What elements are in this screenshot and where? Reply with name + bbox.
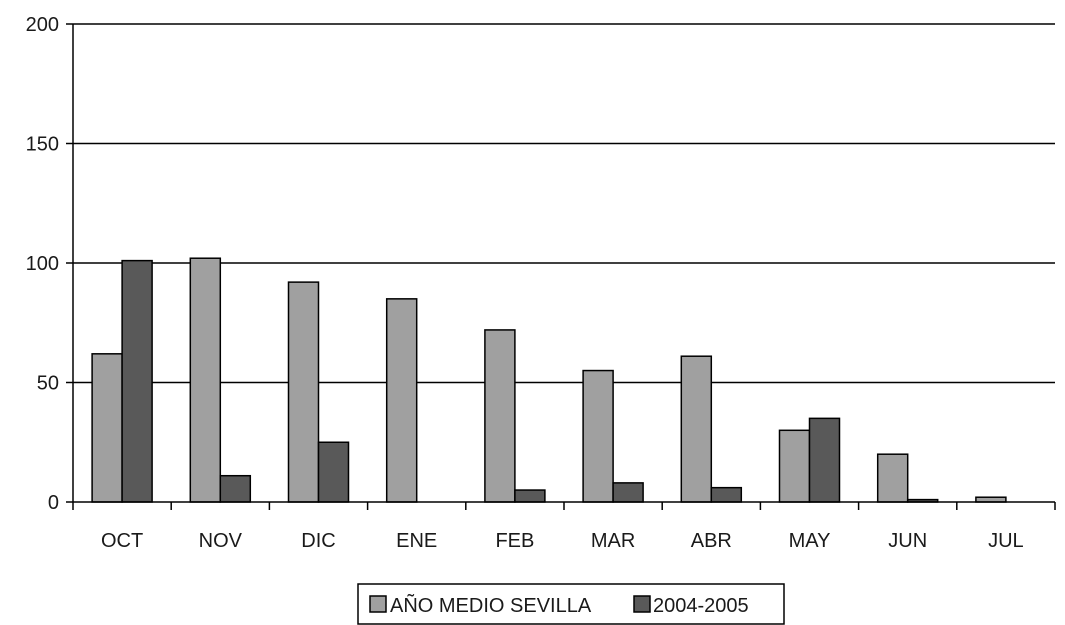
legend-box <box>357 583 785 625</box>
x-tick-label: JUL <box>988 530 1024 552</box>
bar-ano-medio-sevilla-feb <box>484 329 516 503</box>
y-tick-label: 150 <box>26 134 59 156</box>
x-tick-label: DIC <box>301 530 335 552</box>
bar-ano-medio-sevilla-mar <box>582 369 614 503</box>
axes <box>66 23 1056 510</box>
bar-ano-medio-sevilla-may <box>778 429 811 503</box>
legend: AÑO MEDIO SEVILLA 2004-2005 <box>357 583 785 625</box>
x-tick-labels: OCT NOV DIC ENE FEB MAR ABR MAY JUN JUL <box>101 530 1024 552</box>
y-tick-labels: 0 50 100 150 200 <box>26 14 59 514</box>
legend-label-2004-2005: 2004-2005 <box>653 595 749 617</box>
x-tick-label: FEB <box>495 530 534 552</box>
bar-2004-2005-mar <box>612 482 644 503</box>
x-tick-label: ENE <box>396 530 437 552</box>
x-tick-label: JUN <box>888 530 927 552</box>
x-tick-label: NOV <box>199 530 243 552</box>
gridlines <box>73 23 1055 384</box>
bar-2004-2005-nov <box>219 474 252 503</box>
bar-ano-medio-sevilla-jun <box>876 453 909 503</box>
bar-2004-2005-abr <box>710 486 743 503</box>
x-tick-label: MAR <box>591 530 635 552</box>
bar-2004-2005-dic <box>317 441 350 503</box>
x-tick-label: MAY <box>789 530 831 552</box>
legend-label-ano-medio-sevilla: AÑO MEDIO SEVILLA <box>390 593 592 617</box>
x-tick-label: ABR <box>691 530 732 552</box>
x-tick-label: OCT <box>101 530 143 552</box>
bar-ano-medio-sevilla-abr <box>680 355 713 503</box>
y-tick-label: 100 <box>26 253 59 275</box>
bar-2004-2005-feb <box>514 489 546 503</box>
bar-ano-medio-sevilla-dic <box>287 281 320 503</box>
bar-ano-medio-sevilla-ene <box>385 298 418 503</box>
legend-swatch-2004-2005 <box>633 595 651 613</box>
bar-2004-2005-oct <box>121 259 153 503</box>
bars <box>91 257 1007 503</box>
y-tick-label: 200 <box>26 14 59 36</box>
bar-ano-medio-sevilla-oct <box>91 353 123 503</box>
bar-ano-medio-sevilla-nov <box>189 257 222 503</box>
y-tick-label: 0 <box>48 492 59 514</box>
legend-swatch-ano-medio-sevilla <box>369 595 387 613</box>
bar-2004-2005-may <box>808 417 841 503</box>
y-tick-label: 50 <box>37 373 59 395</box>
